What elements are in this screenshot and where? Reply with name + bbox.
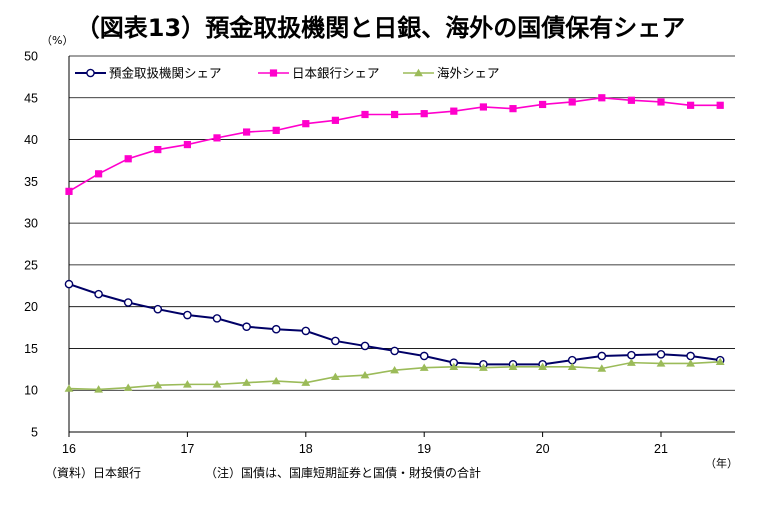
data-point-1 — [420, 110, 428, 118]
data-point-2 — [242, 378, 251, 386]
data-point-2 — [64, 384, 74, 392]
y-tick-label: 15 — [24, 342, 38, 356]
data-point-1 — [124, 155, 132, 163]
x-axis-unit: （年） — [705, 456, 738, 470]
data-point-1 — [479, 103, 487, 111]
data-point-1 — [95, 170, 103, 178]
data-point-2 — [479, 363, 488, 371]
data-point-1 — [391, 110, 399, 119]
data-point-2 — [627, 358, 636, 366]
legend-marker-1 — [269, 69, 278, 77]
x-tick-label: 21 — [654, 442, 668, 456]
data-point-1 — [627, 96, 635, 104]
x-tick-label: 19 — [417, 442, 431, 456]
data-point-2 — [360, 370, 370, 379]
data-point-1 — [361, 110, 369, 119]
data-point-2 — [686, 359, 695, 367]
data-point-0 — [656, 349, 666, 359]
data-point-1 — [598, 94, 606, 102]
y-axis-unit: （%） — [41, 34, 73, 47]
data-point-0 — [271, 324, 281, 334]
data-point-2 — [123, 383, 133, 391]
data-point-0 — [64, 279, 74, 289]
data-point-0 — [627, 350, 636, 360]
y-tick-label: 20 — [24, 300, 38, 314]
axes: 5 10 15 20 25 30 35 40 45 50 16 17 18 19 20 21 — [24, 50, 735, 456]
data-point-1 — [183, 140, 191, 149]
y-tick-label: 40 — [24, 133, 38, 147]
x-tick-label: 20 — [536, 442, 550, 456]
data-point-2 — [390, 365, 399, 374]
data-point-1 — [272, 126, 280, 134]
data-point-0 — [597, 351, 607, 361]
data-point-1 — [331, 116, 339, 124]
gridlines — [69, 55, 735, 391]
data-point-2 — [715, 357, 725, 366]
data-point-1 — [243, 128, 251, 136]
data-point-1 — [450, 107, 458, 115]
legend-marker-0 — [86, 68, 95, 78]
data-point-2 — [597, 364, 607, 372]
data-point-1 — [302, 120, 310, 128]
y-tick-label: 5 — [31, 426, 38, 440]
data-point-2 — [183, 380, 192, 388]
data-point-1 — [568, 98, 576, 106]
data-point-0 — [153, 304, 163, 314]
data-point-0 — [123, 298, 133, 307]
data-point-0 — [390, 346, 399, 356]
y-tick-label: 45 — [24, 91, 38, 105]
data-point-2 — [508, 362, 518, 371]
data-point-2 — [94, 385, 103, 393]
data-point-2 — [301, 378, 311, 386]
data-point-2 — [212, 380, 222, 388]
chart-title: （図表13）預金取扱機関と日銀、海外の国債保有シェア — [75, 14, 686, 42]
legend-marker-2 — [414, 68, 423, 77]
y-tick-label: 30 — [24, 217, 38, 231]
data-point-0 — [242, 322, 251, 332]
data-point-0 — [419, 351, 429, 361]
data-point-1 — [509, 105, 517, 113]
data-point-1 — [657, 98, 665, 106]
data-point-2 — [153, 381, 163, 389]
series-line-2 — [68, 361, 721, 391]
data-point-0 — [360, 341, 370, 351]
data-point-1 — [687, 101, 695, 109]
data-point-2 — [419, 363, 429, 371]
data-point-1 — [65, 187, 73, 195]
y-tick-label: 50 — [24, 50, 38, 64]
legend-label-2: 海外シェア — [437, 66, 500, 81]
y-tick-label: 10 — [24, 384, 38, 398]
data-point-0 — [212, 314, 222, 323]
legend-label-1: 日本銀行シェア — [292, 66, 380, 81]
footnote: （注）国債は、国庫短期証券と国債・財投債の合計 — [205, 465, 481, 480]
x-tick-label: 17 — [180, 442, 194, 456]
data-point-1 — [213, 134, 221, 142]
data-point-0 — [301, 326, 311, 336]
legend: 預金取扱機関シェア 日本銀行シェア 海外シェア — [75, 66, 500, 81]
y-tick-label: 25 — [24, 258, 38, 272]
source-note: （資料）日本銀行 — [45, 466, 141, 480]
series-layer — [64, 94, 725, 393]
data-point-2 — [449, 362, 459, 371]
legend-label-0: 預金取扱機関シェア — [109, 66, 222, 81]
data-point-2 — [331, 372, 340, 381]
data-point-2 — [656, 359, 666, 367]
data-point-1 — [154, 145, 162, 154]
data-point-2 — [567, 362, 577, 371]
data-point-1 — [539, 100, 547, 109]
data-point-0 — [183, 310, 192, 320]
data-point-0 — [331, 336, 340, 346]
data-point-2 — [538, 362, 547, 371]
data-point-0 — [686, 351, 695, 361]
x-tick-label: 16 — [62, 442, 76, 456]
data-point-0 — [94, 289, 103, 299]
data-point-2 — [271, 376, 281, 385]
data-point-1 — [716, 101, 724, 109]
x-tick-label: 18 — [299, 442, 313, 456]
y-tick-label: 35 — [24, 175, 38, 189]
